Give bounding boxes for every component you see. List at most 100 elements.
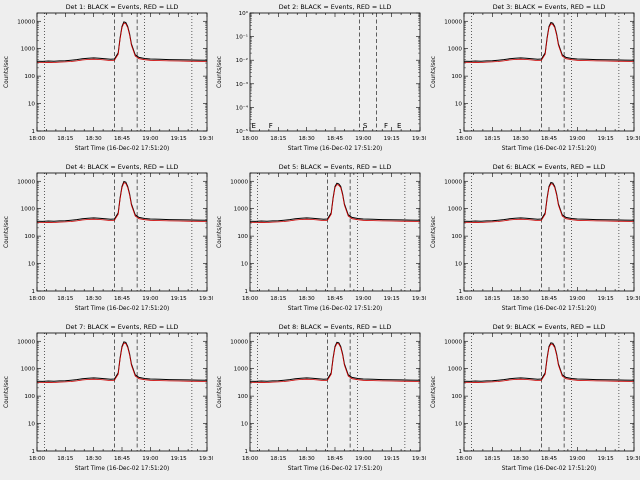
- chart-svg-det1: 18:00 18:15 18:30 18:45 19:00 19:15 19:30 1 10 10…: [4, 3, 213, 152]
- y-tick-label: 10000: [231, 339, 249, 345]
- y-tick-label: 10000: [444, 179, 462, 185]
- x-tick-label: 19:00: [569, 136, 586, 142]
- chart-svg-det7: 18:00 18:15 18:30 18:45 19:00 19:15 19:30 1 10 10…: [4, 323, 213, 472]
- y-tick-label: 10: [28, 422, 36, 428]
- y-axis-label: Counts/sec: [217, 56, 223, 88]
- y-tick-label: 1000: [447, 367, 462, 373]
- chart-svg-det9: 18:00 18:15 18:30 18:45 19:00 19:15 19:30 1 10 10…: [431, 323, 640, 472]
- detector-plot-5: 18:00 18:15 18:30 18:45 19:00 19:15 19:30 1 10 10…: [213, 160, 426, 320]
- x-tick-label: 18:45: [114, 136, 131, 142]
- y-tick-label: 10000: [444, 19, 462, 25]
- chart-svg-det6: 18:00 18:15 18:30 18:45 19:00 19:15 19:30 1 10 10…: [431, 163, 640, 312]
- x-tick-label: 18:00: [242, 456, 259, 462]
- x-tick-label: 19:30: [412, 296, 426, 302]
- x-tick-label: 19:00: [569, 296, 586, 302]
- y-tick-label: 1000: [21, 207, 36, 213]
- y-tick-label: 10: [28, 262, 36, 268]
- x-tick-label: 18:15: [271, 136, 288, 142]
- x-tick-label: 19:15: [171, 136, 188, 142]
- x-tick-label: 19:15: [597, 456, 614, 462]
- x-axis-label: Start Time (16-Dec-02 17:51:20): [75, 146, 170, 152]
- chart-svg-det2: E F S F E 18:00 18:15 18:30 18:45 19:00 19:15 19:30…: [217, 3, 426, 152]
- x-tick-label: 19:00: [569, 456, 586, 462]
- axis-box: [463, 172, 635, 292]
- y-tick-label: 10000: [17, 339, 35, 345]
- x-tick-label: 18:45: [541, 136, 558, 142]
- y-axis-label: Counts/sec: [431, 376, 437, 408]
- x-axis-label: Start Time (16-Dec-02 17:51:20): [75, 306, 170, 312]
- y-tick-label: 10: [28, 102, 36, 108]
- x-tick-label: 19:15: [384, 456, 401, 462]
- axis-box: [249, 12, 421, 132]
- plot-title-det1: Det 1: BLACK = Events, RED = LLD: [66, 3, 179, 11]
- x-tick-label: 19:00: [356, 456, 373, 462]
- x-axis-label: Start Time (16-Dec-02 17:51:20): [288, 146, 383, 152]
- y-tick-label: 10⁻⁵: [236, 128, 248, 135]
- y-axis-label: Counts/sec: [4, 56, 10, 88]
- y-tick-label: 10⁰: [239, 10, 249, 17]
- plot-title-det4: Det 4: BLACK = Events, RED = LLD: [66, 163, 179, 171]
- y-tick-label: 1: [458, 449, 462, 455]
- x-tick-label: 18:30: [86, 136, 103, 142]
- x-tick-label: 18:30: [299, 456, 316, 462]
- x-tick-label: 18:00: [29, 296, 46, 302]
- x-tick-label: 19:00: [356, 136, 373, 142]
- x-tick-label: 19:30: [412, 136, 426, 142]
- x-tick-label: 18:15: [271, 296, 288, 302]
- x-tick-label: 18:00: [456, 136, 473, 142]
- y-tick-label: 100: [24, 74, 35, 80]
- x-tick-label: 18:30: [512, 296, 529, 302]
- interval-letter-e: E: [252, 122, 256, 130]
- y-tick-label: 1000: [234, 367, 249, 373]
- x-tick-label: 18:30: [512, 136, 529, 142]
- series-lld-det7: [36, 342, 208, 384]
- chart-svg-det8: 18:00 18:15 18:30 18:45 19:00 19:15 19:30 1 10 10…: [217, 323, 426, 472]
- x-axis-label: Start Time (16-Dec-02 17:51:20): [501, 146, 596, 152]
- plot-title-det2: Det 2: BLACK = Events, RED = LLD: [279, 3, 392, 11]
- y-axis-label: Counts/sec: [431, 56, 437, 88]
- x-tick-label: 18:45: [327, 296, 344, 302]
- x-tick-label: 18:00: [456, 456, 473, 462]
- x-tick-label: 18:45: [114, 296, 131, 302]
- detector-plot-8: 18:00 18:15 18:30 18:45 19:00 19:15 19:30 1 10 10…: [213, 320, 426, 480]
- interval-letter-s: S: [363, 122, 368, 130]
- x-tick-label: 19:30: [626, 136, 640, 142]
- x-tick-label: 18:00: [456, 296, 473, 302]
- y-tick-label: 1: [31, 289, 35, 295]
- x-tick-label: 19:15: [597, 296, 614, 302]
- y-tick-label: 100: [238, 234, 249, 240]
- axis-box: [249, 172, 421, 292]
- y-tick-label: 10⁻²: [236, 57, 248, 64]
- x-axis-label: Start Time (16-Dec-02 17:51:20): [75, 466, 170, 472]
- x-tick-label: 18:30: [299, 296, 316, 302]
- y-tick-label: 10: [241, 262, 249, 268]
- detector-plot-3: 18:00 18:15 18:30 18:45 19:00 19:15 19:30 1 10 10…: [427, 0, 640, 160]
- y-tick-label: 10⁻¹: [236, 34, 248, 41]
- x-tick-label: 18:00: [29, 136, 46, 142]
- series-lld-det4: [36, 182, 208, 224]
- detector-plot-2: E F S F E 18:00 18:15 18:30 18:45 19:00 19:15 19:30…: [213, 0, 426, 160]
- x-axis-label: Start Time (16-Dec-02 17:51:20): [501, 306, 596, 312]
- y-axis-label: Counts/sec: [217, 376, 223, 408]
- plot-title-det5: Det 5: BLACK = Events, RED = LLD: [279, 163, 392, 171]
- y-tick-label: 10: [455, 422, 463, 428]
- y-axis-label: Counts/sec: [431, 216, 437, 248]
- x-tick-label: 18:15: [484, 296, 501, 302]
- x-tick-label: 18:45: [114, 456, 131, 462]
- x-tick-label: 19:00: [142, 136, 159, 142]
- x-tick-label: 18:45: [327, 136, 344, 142]
- y-tick-label: 10: [241, 422, 249, 428]
- y-tick-label: 1000: [21, 367, 36, 373]
- y-tick-label: 100: [24, 234, 35, 240]
- x-tick-label: 18:45: [327, 456, 344, 462]
- y-tick-label: 10: [455, 262, 463, 268]
- x-tick-label: 18:00: [29, 456, 46, 462]
- y-tick-label: 10⁻³: [236, 81, 248, 88]
- x-tick-label: 18:30: [299, 136, 316, 142]
- y-tick-label: 1: [245, 289, 249, 295]
- x-tick-label: 18:15: [484, 136, 501, 142]
- x-tick-label: 18:45: [541, 456, 558, 462]
- x-tick-label: 18:00: [242, 136, 259, 142]
- y-axis-label: Counts/sec: [4, 376, 10, 408]
